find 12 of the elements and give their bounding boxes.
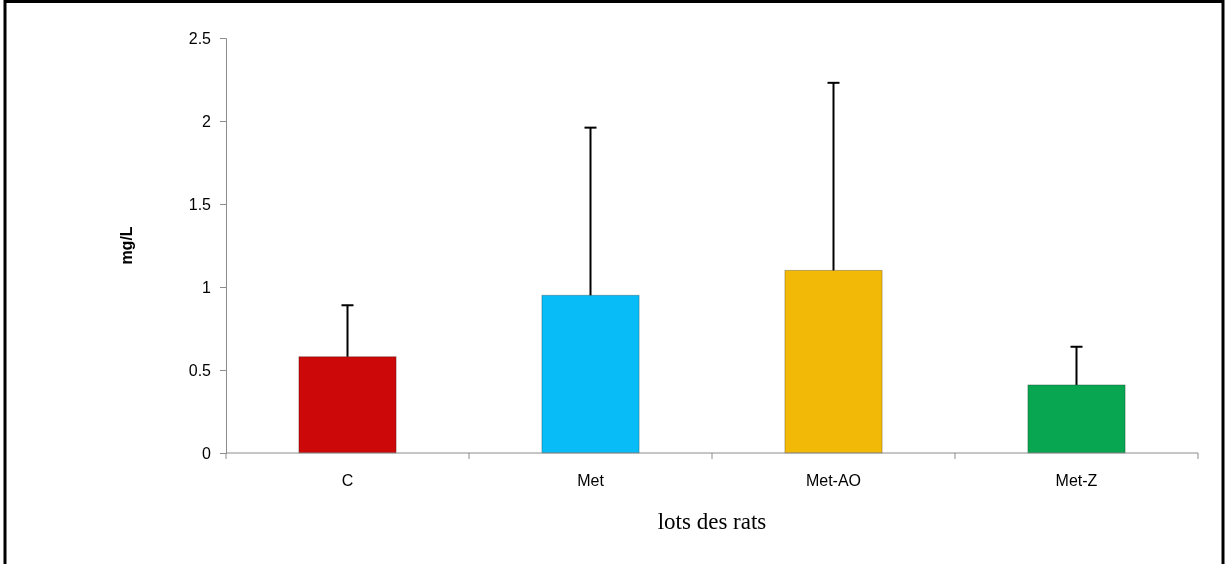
- x-tick-label: C: [341, 472, 354, 489]
- y-tick-label: 0: [202, 444, 212, 462]
- y-tick-label: 2: [202, 112, 212, 130]
- y-tick-label: 1.5: [188, 195, 212, 213]
- y-tick-label: 2.5: [188, 29, 212, 47]
- y-tick-label: 0.5: [188, 361, 212, 379]
- y-axis-title: mg/L: [118, 226, 135, 265]
- x-tick-label: Met-Z: [1055, 472, 1098, 489]
- y-tick-label: 1: [202, 278, 212, 296]
- x-tick-label: Met: [577, 472, 605, 489]
- x-tick-label: Met-AO: [805, 472, 862, 489]
- x-axis-title: lots des rats: [657, 509, 767, 534]
